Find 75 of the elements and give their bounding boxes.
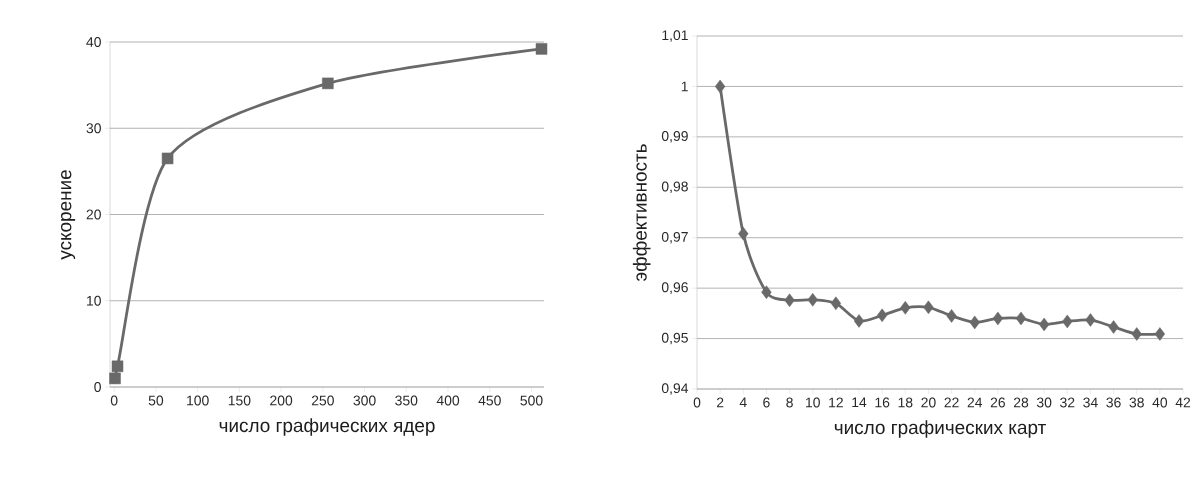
point <box>761 285 772 299</box>
y-axis-title: эффективность <box>632 144 651 282</box>
point <box>322 77 334 90</box>
x-tick-label: 8 <box>786 397 793 408</box>
x-tick-label: 350 <box>395 395 418 406</box>
x-tick-label: 28 <box>1013 397 1029 408</box>
point <box>111 360 124 373</box>
x-tick-label: 42 <box>1175 397 1191 408</box>
point <box>109 372 121 385</box>
y-tick-label: 0,95 <box>661 332 688 345</box>
point <box>807 292 818 307</box>
x-tick-label: 2 <box>716 397 724 408</box>
x-tick-label: 38 <box>1129 397 1144 408</box>
x-tick-label: 400 <box>436 395 460 406</box>
x-axis-title: число графических ядер <box>219 418 435 436</box>
point <box>1154 327 1165 341</box>
point <box>946 309 957 323</box>
point <box>784 293 795 307</box>
point <box>535 43 548 55</box>
point <box>923 300 934 315</box>
x-tick-label: 150 <box>228 395 251 406</box>
x-tick-label: 26 <box>990 397 1005 408</box>
y-tick-label: 1,01 <box>662 30 688 42</box>
y-tick-label: 0,96 <box>661 282 688 294</box>
x-tick-label: 50 <box>148 395 164 406</box>
x-tick-label: 30 <box>1036 397 1052 408</box>
y-tick-label: 0 <box>94 382 101 392</box>
point <box>161 152 174 165</box>
x-tick-label: 500 <box>520 395 543 406</box>
point <box>1039 317 1050 332</box>
x-tick-label: 100 <box>187 395 209 406</box>
point <box>1085 313 1096 327</box>
x-tick-label: 34 <box>1083 397 1098 408</box>
point <box>715 79 726 94</box>
x-tick-label: 450 <box>478 395 501 406</box>
x-tick-label: 4 <box>739 397 747 408</box>
x-tick-label: 20 <box>921 397 936 408</box>
y-tick-label: 10 <box>87 295 101 306</box>
x-tick-label: 22 <box>944 397 959 408</box>
x-tick-label: 32 <box>1060 397 1075 408</box>
x-tick-label: 18 <box>898 397 913 408</box>
x-tick-label: 12 <box>829 397 843 408</box>
y-tick-label: 30 <box>86 123 101 134</box>
point <box>830 296 841 311</box>
point <box>877 308 888 323</box>
x-tick-label: 250 <box>311 395 334 406</box>
x-tick-label: 0 <box>693 397 701 408</box>
point <box>1131 327 1142 341</box>
point <box>900 301 911 315</box>
x-tick-label: 16 <box>875 397 890 408</box>
x-tick-label: 36 <box>1106 397 1121 408</box>
y-tick-label: 0,97 <box>661 231 688 244</box>
point <box>1062 314 1073 329</box>
y-tick-label: 20 <box>86 209 101 220</box>
y-tick-label: 0,94 <box>661 383 689 395</box>
x-tick-label: 0 <box>110 395 118 406</box>
point <box>1108 320 1119 334</box>
y-axis-title: ускорение <box>61 170 76 260</box>
x-tick-label: 6 <box>763 397 770 408</box>
x-axis-title: число графических карт <box>834 420 1046 438</box>
point <box>1015 311 1027 326</box>
y-tick-label: 0,98 <box>661 181 688 194</box>
point <box>738 226 749 241</box>
x-tick-label: 14 <box>852 397 867 408</box>
y-tick-label: 0,99 <box>661 131 688 143</box>
x-tick-label: 24 <box>967 397 983 408</box>
x-tick-label: 200 <box>270 395 293 406</box>
x-tick-label: 10 <box>806 397 820 408</box>
y-tick-label: 40 <box>86 37 101 47</box>
x-tick-label: 40 <box>1152 397 1168 408</box>
point <box>853 314 865 328</box>
point <box>969 315 980 330</box>
x-tick-label: 300 <box>353 395 376 406</box>
point <box>992 311 1003 326</box>
y-tick-label: 1 <box>681 81 688 92</box>
